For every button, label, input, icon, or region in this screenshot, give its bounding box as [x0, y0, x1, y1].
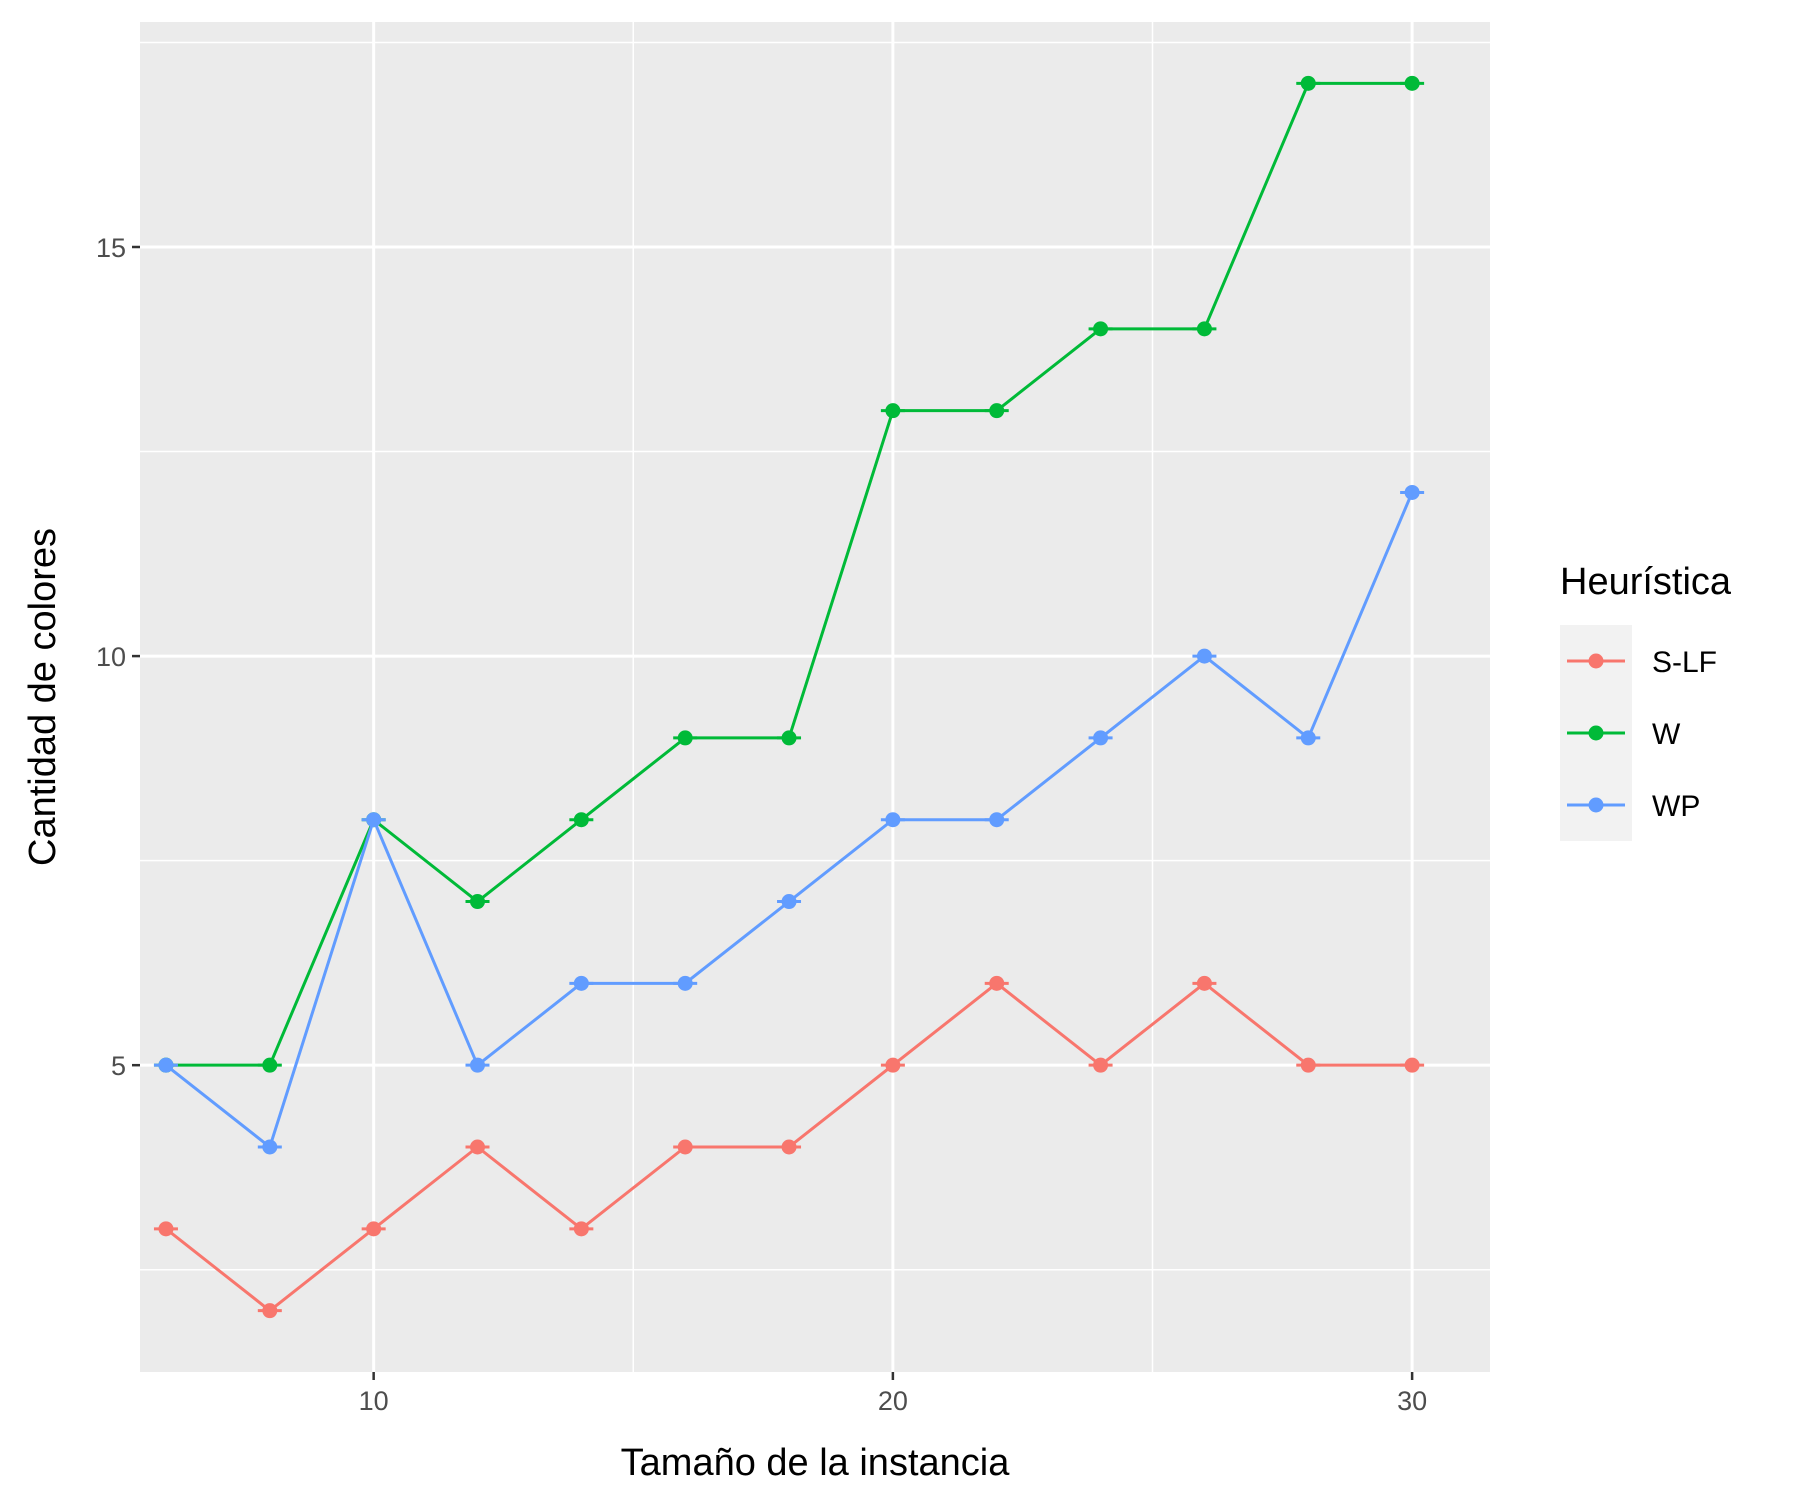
data-series: [153, 75, 1425, 1319]
data-point: [366, 812, 382, 828]
x-tick-label: 10: [359, 1386, 389, 1416]
data-point: [677, 1139, 693, 1155]
data-point: [1093, 1057, 1109, 1073]
data-point: [158, 1221, 174, 1237]
data-point: [885, 1057, 901, 1073]
grid-lines: [140, 22, 1490, 1372]
data-point: [1196, 321, 1212, 337]
data-point: [1300, 1057, 1316, 1073]
legend-label: S-LF: [1652, 646, 1717, 679]
y-tick-label: 5: [111, 1051, 126, 1081]
plot-panel: [140, 22, 1490, 1372]
legend-label: WP: [1652, 790, 1700, 823]
legend-item-s-lf: S-LF: [1567, 646, 1717, 679]
data-point: [573, 975, 589, 991]
data-point: [1093, 730, 1109, 746]
data-point: [989, 812, 1005, 828]
data-point: [885, 403, 901, 419]
data-point: [573, 812, 589, 828]
data-point: [677, 975, 693, 991]
data-point: [470, 1139, 485, 1155]
legend-key-point: [1588, 725, 1604, 741]
legend-key-point: [1588, 653, 1604, 669]
data-point: [1196, 648, 1212, 664]
data-point: [470, 1057, 485, 1073]
axes: 10 20 30 5 10 15: [96, 233, 1427, 1416]
data-point: [1300, 730, 1316, 746]
data-point: [573, 1221, 589, 1237]
data-point: [158, 1057, 174, 1073]
legend-key-point: [1588, 797, 1604, 813]
data-point: [366, 1221, 382, 1237]
data-point: [781, 730, 797, 746]
data-point: [781, 894, 797, 910]
series-wp: [153, 484, 1425, 1155]
x-tick-label: 30: [1397, 1386, 1427, 1416]
y-tick-label: 15: [96, 233, 126, 263]
data-point: [262, 1303, 278, 1319]
y-axis-title: Cantidad de colores: [22, 528, 64, 866]
legend-item-wp: WP: [1567, 790, 1700, 823]
data-point: [1404, 75, 1420, 91]
data-point: [470, 894, 485, 910]
data-point: [781, 1139, 797, 1155]
data-point: [262, 1139, 278, 1155]
data-point: [989, 403, 1005, 419]
y-tick-label: 10: [96, 642, 126, 672]
data-point: [1196, 975, 1212, 991]
legend-item-w: W: [1567, 718, 1681, 751]
data-point: [677, 730, 693, 746]
legend-label: W: [1652, 718, 1681, 751]
data-point: [1404, 484, 1420, 500]
data-point: [262, 1057, 278, 1073]
data-point: [989, 975, 1005, 991]
data-point: [1300, 75, 1316, 91]
legend-title: Heurística: [1560, 561, 1732, 603]
axis-labels: Tamaño de la instancia Cantidad de color…: [22, 528, 1010, 1484]
data-point: [885, 812, 901, 828]
legend-items: S-LF W WP: [1567, 646, 1717, 823]
series-s-lf: [153, 975, 1425, 1319]
x-tick-label: 20: [878, 1386, 908, 1416]
x-axis-title: Tamaño de la instancia: [621, 1442, 1011, 1484]
data-point: [1093, 321, 1109, 337]
data-point: [1404, 1057, 1420, 1073]
legend: Heurística S-LF W WP: [1560, 561, 1732, 841]
